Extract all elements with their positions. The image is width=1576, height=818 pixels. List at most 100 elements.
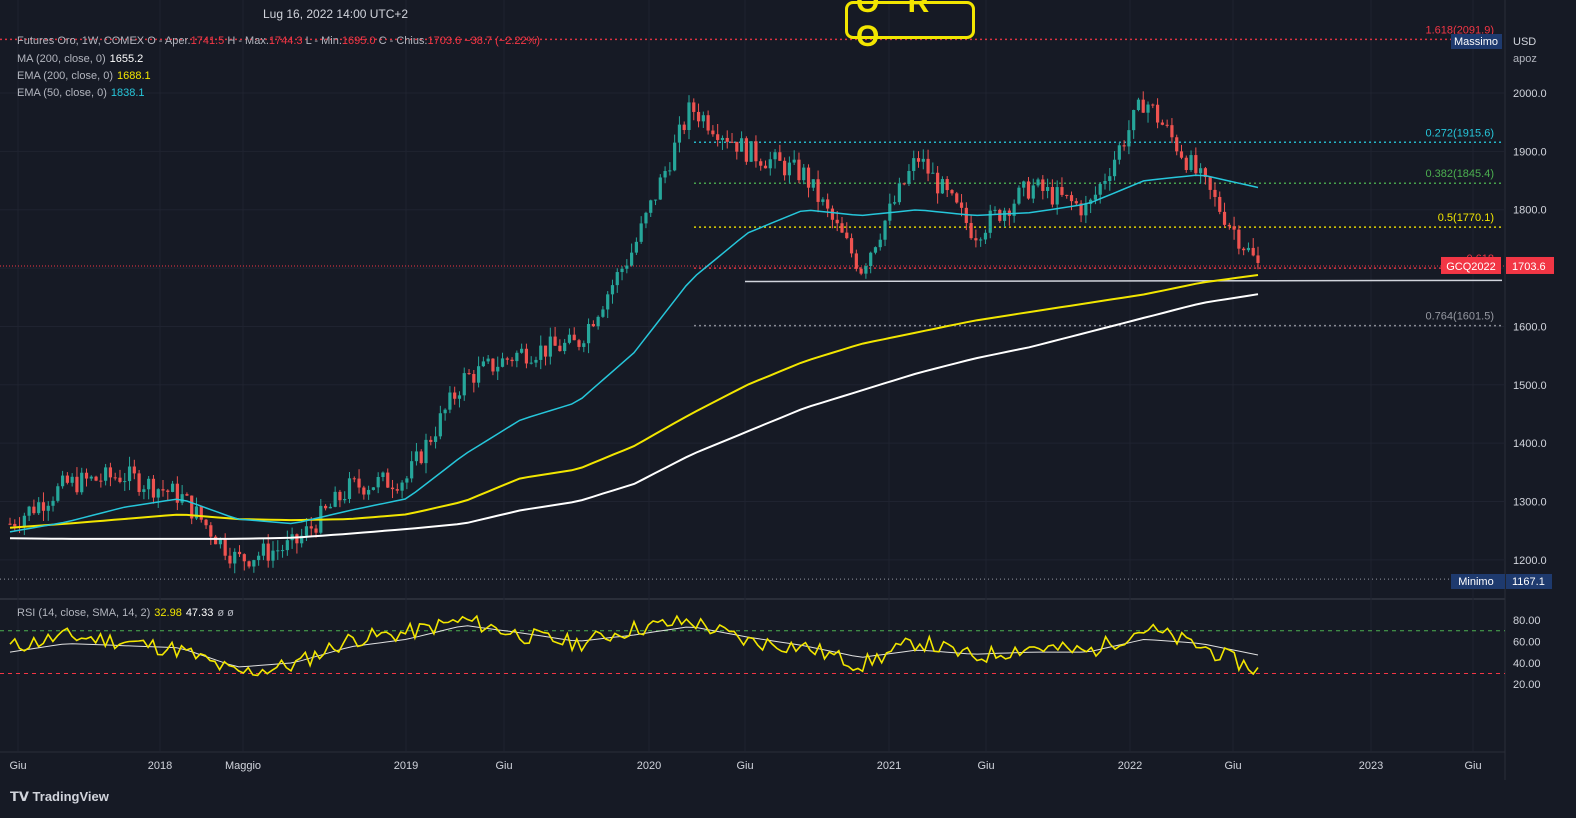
candle-body bbox=[27, 506, 31, 516]
rsi-sma-line bbox=[9, 625, 1259, 668]
legend-close-label: C - Chius. bbox=[378, 35, 428, 47]
candle-body bbox=[845, 232, 849, 239]
candle-body bbox=[51, 500, 55, 506]
price-pane[interactable] bbox=[0, 0, 1505, 598]
candle-body bbox=[716, 134, 720, 140]
time-tick-label: Giu bbox=[1464, 760, 1481, 772]
min-value-label: 1167.1 bbox=[1512, 576, 1545, 588]
price-tick-label: 1600.0 bbox=[1513, 321, 1547, 333]
time-tick-label: 2018 bbox=[148, 760, 172, 772]
candle-body bbox=[572, 334, 576, 341]
candle-body bbox=[907, 170, 911, 184]
time-tick-label: 2019 bbox=[394, 760, 418, 772]
fib-level-label: 0.764(1601.5) bbox=[1426, 311, 1495, 323]
candle-body bbox=[558, 345, 562, 352]
candle-body bbox=[1055, 187, 1059, 205]
candle-body bbox=[84, 472, 89, 479]
candle-body bbox=[936, 172, 940, 194]
legend-ema200-row[interactable]: EMA (200, close, 0) 1688.1 bbox=[17, 70, 151, 82]
candle-body bbox=[457, 395, 462, 399]
rsi-axis[interactable]: 80.00 60.00 40.00 20.00 bbox=[1513, 615, 1541, 691]
candle-body bbox=[902, 183, 906, 185]
price-tick-label: 1800.0 bbox=[1513, 205, 1547, 217]
candle-body bbox=[649, 200, 653, 213]
fib-level-label: 1.618(2091.9) bbox=[1426, 24, 1495, 36]
min-tag-bg bbox=[1451, 574, 1505, 589]
candle-body bbox=[304, 526, 309, 536]
candle-body bbox=[826, 199, 830, 209]
price-axis[interactable]: USDapoz2000.01900.01800.01700.01600.0150… bbox=[1441, 34, 1554, 589]
candle-body bbox=[955, 193, 959, 203]
candle-body bbox=[979, 239, 983, 241]
candle-body bbox=[41, 502, 46, 511]
candle-body bbox=[70, 476, 74, 483]
candle-body bbox=[548, 336, 552, 357]
legend-ma200-value: 1655.2 bbox=[109, 53, 144, 65]
fib-level-label: 0.5(1770.1) bbox=[1438, 212, 1494, 224]
candle-body bbox=[94, 476, 98, 481]
candle-body bbox=[677, 124, 682, 143]
candle-body bbox=[453, 392, 457, 399]
candle-body bbox=[1022, 181, 1026, 188]
ema200-line bbox=[9, 274, 1259, 529]
candle-body bbox=[1213, 189, 1217, 197]
last-price-bg bbox=[1506, 256, 1554, 274]
legend-rsi-row[interactable]: RSI (14, close, SMA, 14, 2) 32.98 47.33 ø ø bbox=[17, 607, 234, 619]
candle-body bbox=[123, 481, 127, 483]
candle-body bbox=[481, 361, 485, 367]
candle-body bbox=[840, 223, 844, 233]
candle-body bbox=[1203, 168, 1208, 178]
candle-body bbox=[118, 477, 122, 482]
candle-body bbox=[37, 502, 41, 514]
candle-body bbox=[950, 190, 954, 194]
candle-body bbox=[13, 523, 17, 527]
candle-body bbox=[300, 535, 304, 544]
rsi-line bbox=[9, 614, 1259, 677]
candle-body bbox=[400, 482, 404, 491]
candle-body bbox=[998, 209, 1002, 221]
candle-body bbox=[1256, 255, 1260, 263]
candle-body bbox=[1242, 248, 1246, 251]
rsi-tick-label: 40.00 bbox=[1513, 658, 1541, 670]
candle-body bbox=[22, 515, 26, 527]
time-tick-label: Maggio bbox=[225, 760, 261, 772]
max-tag-bg bbox=[1451, 34, 1502, 49]
price-tick-label: 1200.0 bbox=[1513, 555, 1547, 567]
candle-body bbox=[883, 220, 887, 240]
min-value-bg bbox=[1506, 574, 1552, 589]
candle-body bbox=[515, 352, 519, 362]
time-axis[interactable]: Giu 2018 Maggio 2019 Giu 2020 Giu 2021 Giu 2022 Gi… bbox=[9, 760, 1481, 772]
rsi-lines bbox=[0, 614, 1505, 677]
candle-body bbox=[476, 366, 481, 383]
candle-body bbox=[99, 480, 103, 482]
legend-open: 1741.5 bbox=[190, 35, 225, 47]
candle-body bbox=[1218, 196, 1222, 212]
candle-body bbox=[1155, 104, 1160, 123]
rsi-pane[interactable] bbox=[0, 600, 1505, 752]
grid-lines bbox=[0, 0, 1505, 752]
legend-ma200-row[interactable]: MA (200, close, 0) 1655.2 bbox=[17, 53, 143, 65]
candle-body bbox=[869, 252, 873, 267]
candle-body bbox=[257, 555, 261, 561]
candle-body bbox=[739, 138, 744, 152]
candle-body bbox=[926, 158, 930, 174]
legend-ema50-row[interactable]: EMA (50, close, 0) 1838.1 bbox=[17, 87, 145, 99]
candle-body bbox=[32, 506, 36, 514]
candle-body bbox=[591, 324, 595, 327]
candle-body bbox=[1112, 159, 1117, 177]
candle-body bbox=[60, 475, 65, 487]
candle-body bbox=[1227, 224, 1231, 227]
candle-body bbox=[199, 506, 203, 520]
candle-body bbox=[276, 550, 280, 552]
tradingview-watermark[interactable]: 𝗧𝗩 TradingView bbox=[10, 789, 109, 805]
candle-body bbox=[266, 543, 270, 561]
candle-body bbox=[759, 161, 763, 166]
legend-symbol-row[interactable]: Futures Oro, 1W, COMEX O - Aper.1741.5 H… bbox=[17, 35, 540, 47]
candle-body bbox=[630, 252, 634, 266]
candle-body bbox=[916, 158, 921, 162]
candle-body bbox=[864, 266, 868, 274]
candle-body bbox=[1050, 187, 1054, 205]
time-tick-label: 2022 bbox=[1118, 760, 1142, 772]
candle-body bbox=[333, 491, 337, 507]
